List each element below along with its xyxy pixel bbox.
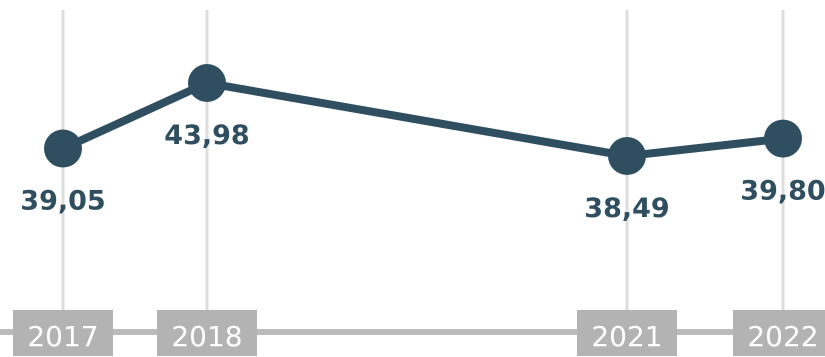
x-tick-label-2021: 2021 (591, 320, 662, 353)
year-box-2021: 2021 (577, 310, 677, 356)
data-point-2021[interactable] (608, 137, 646, 175)
data-point-2018[interactable] (188, 64, 226, 102)
x-tick-label-2018: 2018 (171, 320, 242, 353)
series-line (61, 79, 784, 160)
data-points (44, 64, 802, 175)
year-box-2018: 2018 (157, 310, 257, 356)
value-label-2022: 39,80 (740, 176, 825, 207)
year-box-bg (733, 310, 825, 356)
x-tick-label-2017: 2017 (27, 320, 98, 353)
value-labels: 39,05 43,98 38,49 39,80 (20, 120, 825, 224)
x-tick-label-2022: 2022 (747, 320, 818, 353)
gridlines (61, 10, 785, 312)
value-label-2018: 43,98 (164, 120, 249, 151)
value-label-2017: 39,05 (20, 186, 105, 217)
year-box-2022: 2022 (733, 310, 825, 356)
year-box-bg (577, 310, 677, 356)
year-box-bg (13, 310, 113, 356)
series-line-group (61, 79, 784, 160)
year-box-bg (157, 310, 257, 356)
data-point-2017[interactable] (44, 129, 82, 168)
year-box-2017: 2017 (13, 310, 113, 356)
year-labels: 2017 2018 2021 2022 (13, 310, 825, 356)
value-label-2021: 38,49 (584, 193, 669, 224)
data-point-2022[interactable] (764, 119, 802, 158)
